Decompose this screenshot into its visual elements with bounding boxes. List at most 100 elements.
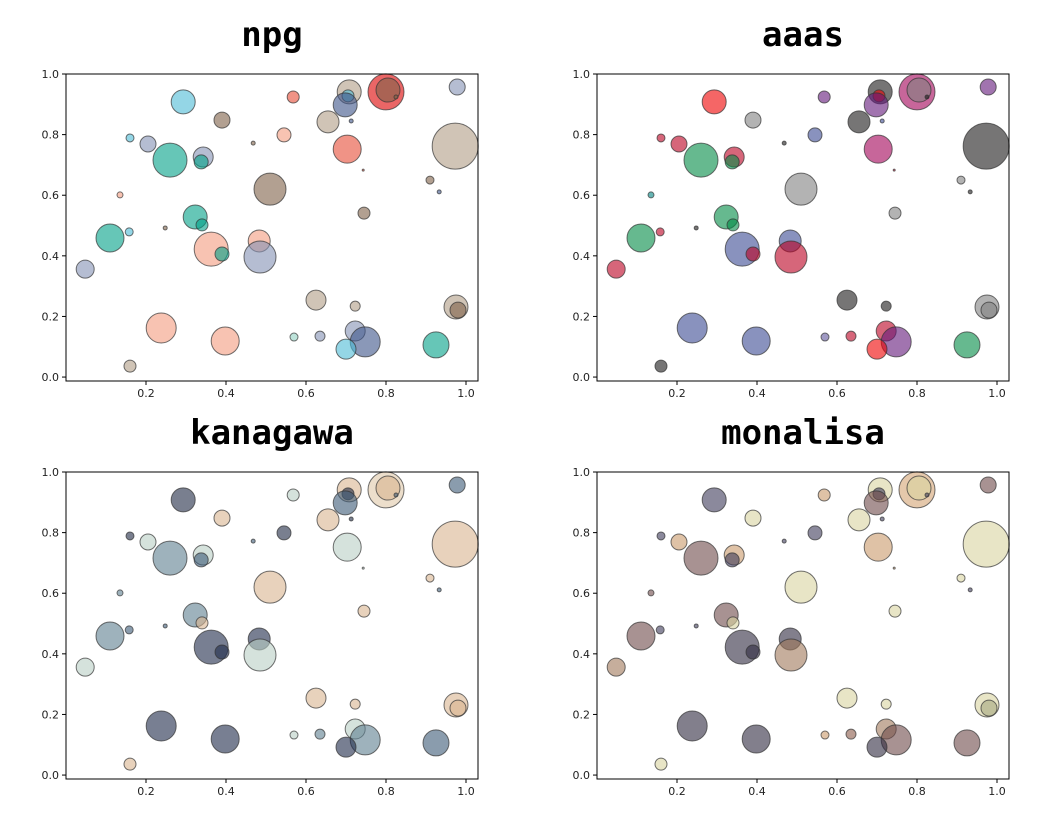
bubble (289, 332, 299, 342)
x-tick-label: 0.6 (297, 785, 315, 798)
bubble (807, 525, 823, 541)
bubble (847, 508, 871, 532)
bubble (425, 573, 435, 583)
bubble (305, 289, 327, 311)
bubble (348, 516, 354, 522)
y-tick-label: 0.4 (42, 250, 60, 263)
bubble (116, 589, 124, 597)
y-tick-label: 0.8 (573, 527, 591, 540)
bubble (448, 476, 466, 494)
x-tick-label: 0.2 (137, 785, 155, 798)
chart-title: npg (241, 15, 302, 55)
bubble (654, 359, 668, 373)
bubble (683, 142, 719, 178)
bubble (774, 638, 808, 672)
x-tick-label: 0.4 (217, 785, 235, 798)
bubble (123, 359, 137, 373)
bubble (781, 538, 787, 544)
bubble (75, 657, 95, 677)
x-tick-label: 0.8 (377, 785, 395, 798)
x-tick-label: 1.0 (988, 785, 1006, 798)
bubble (195, 218, 209, 232)
y-tick-label: 0.2 (42, 708, 60, 721)
bubble (820, 332, 830, 342)
bubble (845, 728, 857, 740)
y-tick-label: 0.2 (573, 310, 591, 323)
bubble (162, 623, 168, 629)
bubble (349, 300, 361, 312)
bubble (95, 621, 125, 651)
y-tick-label: 1.0 (42, 68, 60, 81)
chart-title: aaas (762, 15, 844, 55)
bubble (361, 168, 365, 172)
bubble (726, 218, 740, 232)
bubble (276, 525, 292, 541)
bubble (286, 488, 300, 502)
bubble (393, 94, 399, 100)
bubble (123, 757, 137, 771)
x-tick-label: 0.4 (217, 387, 235, 400)
bubble (170, 89, 196, 115)
y-tick-label: 1.0 (573, 466, 591, 479)
bubble (863, 490, 889, 516)
bubble (880, 300, 892, 312)
bubble (210, 326, 240, 356)
bubble (125, 531, 135, 541)
bubble (253, 570, 287, 604)
x-tick-label: 1.0 (988, 387, 1006, 400)
x-tick-label: 0.8 (377, 387, 395, 400)
bubble (125, 133, 135, 143)
bubble (75, 259, 95, 279)
bubble (243, 240, 277, 274)
bubble (967, 587, 973, 593)
bubble (701, 89, 727, 115)
bubble (422, 331, 450, 359)
bubble (139, 533, 157, 551)
y-tick-label: 0.0 (42, 769, 60, 782)
y-tick-label: 0.6 (42, 189, 60, 202)
bubble (95, 223, 125, 253)
bubble (647, 191, 655, 199)
bubble (701, 487, 727, 513)
bubble (145, 710, 177, 742)
bubble (888, 604, 902, 618)
y-tick-label: 0.4 (573, 648, 591, 661)
bubble (316, 508, 340, 532)
bubble (784, 570, 818, 604)
bubble (214, 644, 230, 660)
x-tick-label: 0.4 (748, 387, 766, 400)
bubble (924, 492, 930, 498)
x-tick-label: 1.0 (457, 785, 475, 798)
bubble (845, 330, 857, 342)
bubble (967, 189, 973, 195)
bubble (683, 540, 719, 576)
x-tick-label: 0.8 (908, 785, 926, 798)
bubble (962, 520, 1010, 568)
bubble (962, 122, 1010, 170)
bubble (863, 134, 893, 164)
bubble (953, 331, 981, 359)
bubble (654, 757, 668, 771)
bubble (676, 312, 708, 344)
y-tick-label: 0.0 (42, 371, 60, 384)
chart-title: kanagawa (190, 413, 354, 453)
bubble (393, 492, 399, 498)
bubble (250, 538, 256, 544)
y-tick-label: 1.0 (42, 466, 60, 479)
x-tick-label: 0.6 (828, 785, 846, 798)
bubble (348, 118, 354, 124)
bubble (836, 687, 858, 709)
x-tick-label: 0.2 (668, 785, 686, 798)
bubble (863, 92, 889, 118)
bubble (744, 111, 762, 129)
bubble (655, 227, 665, 237)
bubble (436, 587, 442, 593)
bubble (724, 154, 740, 170)
bubble (863, 532, 893, 562)
bubble (449, 699, 467, 717)
x-tick-label: 0.6 (828, 387, 846, 400)
bubble (693, 225, 699, 231)
y-tick-label: 0.6 (573, 189, 591, 202)
